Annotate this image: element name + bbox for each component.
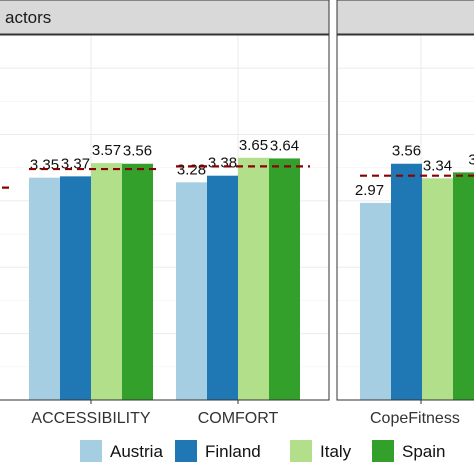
panel-strip: [0, 0, 330, 35]
bar-austria: [176, 182, 207, 400]
data-label: 3.28: [177, 161, 206, 178]
legend-key-austria: [80, 440, 102, 462]
bar-spain: [122, 163, 153, 400]
data-label: 3.38: [208, 155, 237, 172]
bar-spain: [269, 158, 300, 400]
data-label: 2.97: [355, 182, 384, 199]
data-label: 3.56: [392, 143, 421, 160]
data-label: 3.64: [270, 137, 299, 154]
panel-border: [336, 34, 474, 401]
legend-label-finland: Finland: [205, 442, 261, 461]
data-label: 3.35: [30, 157, 59, 174]
bar-austria: [29, 177, 60, 400]
panel-border: [0, 34, 330, 401]
legend-label-spain: Spain: [402, 442, 445, 461]
bar-finland: [391, 163, 422, 400]
data-label: 3: [468, 151, 474, 168]
data-label: 3.65: [239, 137, 268, 154]
legend-key-spain: [372, 440, 394, 462]
panel-strip: [336, 0, 474, 35]
bar-finland: [60, 176, 91, 400]
data-label: 3.57: [92, 142, 121, 159]
x-tick-label: CopeFitness: [370, 410, 460, 427]
legend-label-austria: Austria: [110, 442, 163, 461]
panel-left: actors363.353.373.573.563.283.383.653.64…: [0, 0, 330, 427]
bar-italy: [422, 178, 453, 400]
bar-finland: [207, 175, 238, 400]
data-label: 3.56: [123, 143, 152, 160]
panel-title: actors: [5, 8, 51, 27]
legend-key-italy: [290, 440, 312, 462]
bar-italy: [91, 163, 122, 400]
legend: Austria Finland Italy Spain: [80, 440, 445, 462]
bar-italy: [238, 157, 269, 400]
legend-key-finland: [175, 440, 197, 462]
panel-right: 2.97 3.563.34 3 CopeFitness: [336, 0, 474, 427]
bar-austria: [360, 202, 391, 400]
x-tick-label: ACCESSIBILITY: [31, 410, 150, 427]
data-label: 3.34: [423, 157, 452, 174]
legend-label-italy: Italy: [320, 442, 352, 461]
x-tick-label: COMFORT: [198, 410, 279, 427]
bar-spain: [453, 172, 474, 400]
